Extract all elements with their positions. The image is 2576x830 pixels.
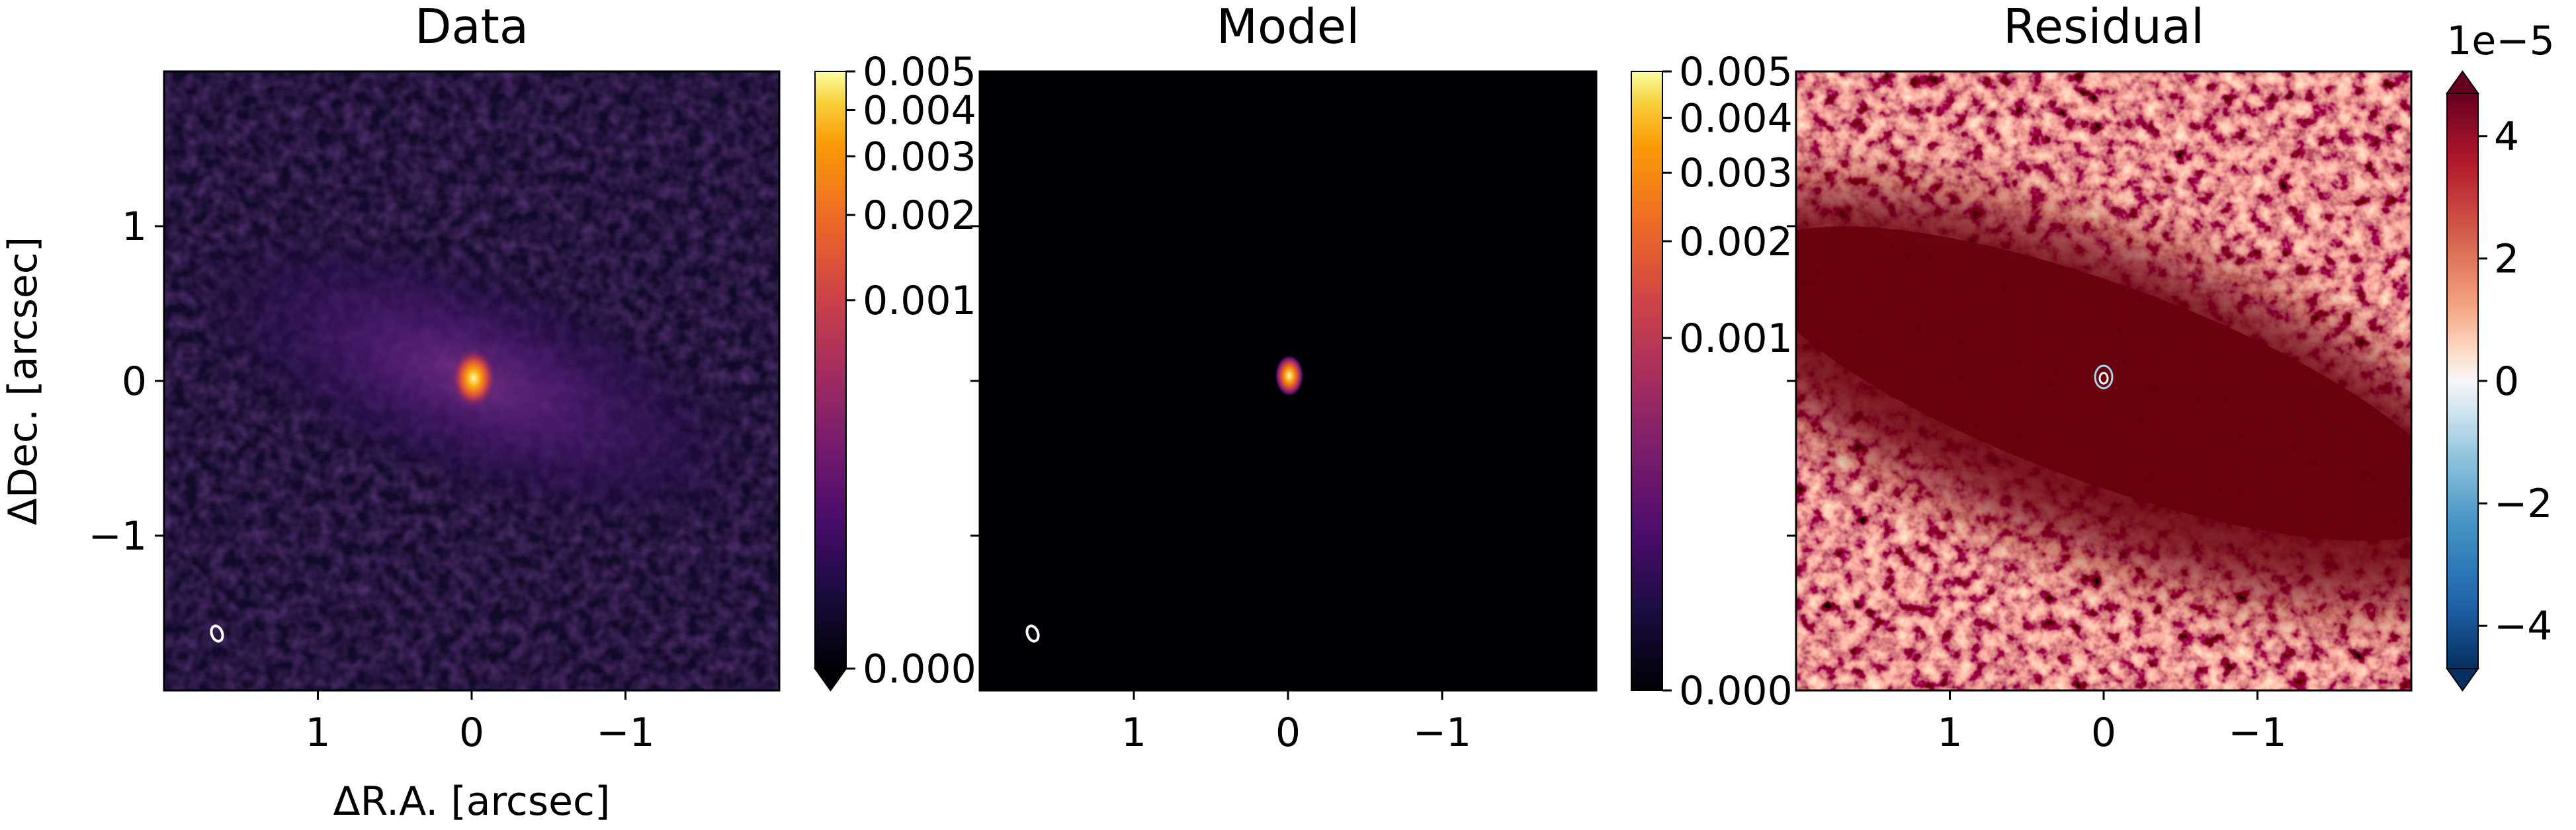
colorbar-tick-label: 0.000 [863, 646, 976, 692]
data-colorbar-extend-min [814, 668, 847, 692]
data-x-ticks: 1 0 −1 [305, 690, 655, 756]
x-tick-label: −1 [1413, 710, 1471, 756]
y-tick-label: 1 [122, 204, 147, 250]
colorbar-tick-label: 0.002 [1679, 219, 1793, 265]
residual-x-ticks: 1 0 −1 [1937, 690, 2287, 756]
data-y-ticks: 1 0 −1 [89, 204, 164, 560]
colorbar-tick-label: 0.001 [863, 278, 976, 324]
residual-contour-inner [2098, 372, 2109, 385]
colorbar-tick-label: 0.005 [863, 49, 976, 95]
colorbar-tick-label: 0.003 [863, 134, 976, 180]
model-beam-ellipse [1025, 624, 1040, 643]
residual-contour-outer [2094, 364, 2114, 390]
model-colorbar [1631, 71, 1663, 691]
x-tick-label: −1 [2228, 710, 2286, 756]
panel-residual: Residual 1 0 −1 1e−5 4 2 0 −2 −4 [1787, 0, 2555, 756]
colorbar-tick-label: −2 [2494, 481, 2552, 527]
model-core-emission [1275, 354, 1304, 397]
x-tick-label: 1 [1937, 710, 1962, 756]
x-tick-label: 0 [1275, 710, 1301, 756]
model-y-ticks [970, 225, 980, 537]
colorbar-tick-label: 0.001 [1679, 315, 1793, 362]
data-core-emission [451, 348, 496, 409]
y-tick-label: −1 [89, 513, 147, 560]
x-tick-label: −1 [596, 710, 654, 756]
x-tick-label: 1 [1121, 710, 1146, 756]
colorbar-tick-label: 0.002 [863, 192, 976, 239]
title-data: Data [415, 0, 529, 54]
colorbar-tick-label: 0.005 [1679, 49, 1793, 95]
title-residual: Residual [2003, 0, 2204, 54]
colorbar-tick-label: 4 [2494, 114, 2519, 160]
colorbar-tick-label: 0.004 [1679, 95, 1793, 142]
panel-model: Model 1 0 −1 0.0050.0040.0030.0020.0010.00… [970, 0, 1793, 756]
data-beam-ellipse [210, 624, 224, 643]
residual-colorbar [2446, 93, 2479, 669]
y-tick-label: 0 [122, 358, 147, 405]
colorbar-tick-label: 0 [2494, 358, 2519, 405]
colorbar-tick-label: −4 [2494, 603, 2552, 649]
colorbar-tick-label: 2 [2494, 236, 2519, 282]
colorbar-tick-label: 0.004 [863, 87, 976, 134]
x-tick-label: 0 [459, 710, 484, 756]
model-x-ticks: 1 0 −1 [1121, 690, 1471, 756]
colorbar-tick-label: 0.000 [1679, 668, 1793, 714]
colorbar-tick-label: 0.003 [1679, 150, 1793, 196]
residual-colorbar-extend-max [2446, 70, 2479, 94]
panel-data: Data 1 0 −1 1 0 −1 ΔR.A. [arcsec] ΔDec. [arc… [0, 0, 976, 825]
data-y-axis-label: ΔDec. [arcsec] [0, 237, 46, 525]
residual-colorbar-ticks: 4 2 0 −2 −4 [2478, 114, 2552, 649]
data-colorbar [814, 71, 847, 669]
x-tick-label: 1 [305, 710, 330, 756]
residual-colorbar-extend-min [2446, 668, 2479, 692]
residual-colorbar-offset-text: 1e−5 [2446, 18, 2555, 64]
data-x-axis-label: ΔR.A. [arcsec] [333, 778, 611, 825]
residual-y-ticks [1787, 225, 1796, 537]
title-model: Model [1217, 0, 1359, 54]
x-tick-label: 0 [2091, 710, 2116, 756]
